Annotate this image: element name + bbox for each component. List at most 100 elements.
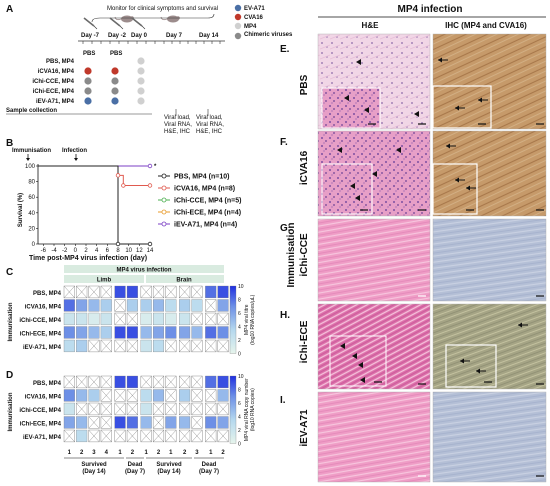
panel-f-letter: F. [280,137,288,148]
heatmap-cell [140,326,152,339]
heatmap-cell-cross [88,429,100,443]
heatmap-cell-cross [205,312,217,326]
arrowhead-marker [356,59,361,65]
collect-day14-1: Viral load, [196,115,223,121]
heatmap-cell [63,402,75,416]
immunisation-annotation: Immunisation [12,148,51,154]
arrowhead-marker [360,377,365,383]
arrow-marker-head [455,105,459,111]
heatmap-cell [63,326,75,339]
significance-star: * [154,164,157,170]
heatmap-cell [191,299,203,312]
group-label: iChi-CCE, MP4 [32,79,74,85]
heatmap-cell-cross [205,389,217,402]
heatmap-row-label: PBS, MP4 [33,291,62,297]
heatmap-cell-cross [88,285,100,299]
group-survived: Survived [81,462,107,468]
schedule-dot [111,97,119,105]
heatmap-cell-cross [140,429,152,443]
collect-day14-3: H&E, IHC [196,129,223,135]
collect-day7-3: H&E, IHC [164,129,191,135]
heatmap-cell [153,312,165,326]
heatmap-cell [63,299,75,312]
heatmap-cell-cross [100,339,112,353]
heatmap-cell [88,389,100,402]
heatmap-d-column-labels: 1 2 3 4 1 2 1 2 1 2 3 1 2 [68,450,226,456]
heatmap-cell-cross [217,429,229,443]
panel-c-title-bar [64,265,224,273]
heatmap-cell [126,299,138,312]
arrowhead-marker [344,95,349,101]
colorbar-tick-label: 10 [238,284,244,290]
x-tick-label: 12 [136,248,143,254]
survival-point [121,183,126,188]
legend-marker [161,173,167,179]
heatmap-cell-cross [88,402,100,416]
heatmap-cell [126,416,138,429]
heatmap-row-label: iChi-ECE, MP4 [20,331,62,337]
histology-side-label: Immunisation [286,222,297,287]
sample-collection-label: Sample collection [6,108,57,114]
heatmap-cell-cross [165,375,177,389]
panel-b: B Immunisation Infection Survival (%) Ti… [6,138,241,262]
heatmap-cell [205,326,217,339]
heatmap-column-label: 2 [157,450,161,456]
colorbar-tick-label: 4 [238,325,241,331]
group-survived-day: (Day 14) [82,469,105,475]
heatmap-cell-cross [191,402,203,416]
x-tick-label: -4 [51,248,57,254]
heatmap-cell [165,416,177,429]
schedule-dot [137,87,145,95]
ihc-inset-icva16 [432,163,478,215]
x-tick-label: -6 [41,248,47,254]
heatmap-cell [76,312,88,326]
x-tick-label: 8 [116,248,120,254]
colorbar-label: MP4 viral RNA copy number [244,378,250,441]
survival-point [147,183,153,188]
survival-xlabel: Time post-MP4 virus infection (day) [29,255,147,262]
panel-h-letter: H. [280,310,290,321]
heatmap-cell [76,339,88,353]
y-tick-label: 40 [28,211,35,217]
arrowhead-marker [350,183,355,189]
heatmap-cell [63,312,75,326]
arrow-marker-head [455,177,459,183]
legend-label: EV-A71 [244,6,265,12]
arrowhead-marker [396,147,401,153]
panel-i-letter: I. [280,395,286,406]
collect-day7-1: Viral load, [164,115,191,121]
heatmap-cell-cross [100,285,112,299]
y-tick-label: 60 [28,195,35,201]
colorbar-tick-label: 8 [238,388,241,394]
heatmap-cell [153,339,165,353]
heatmap-cell [140,416,152,429]
heatmap-row-label: PBS, MP4 [33,381,62,387]
legend-swatch-mp4 [234,22,242,30]
panel-a-letter: A [6,4,13,15]
panel-d-side-label: Immunisation [8,392,14,431]
group-survived: Survived [156,462,182,468]
heatmap-cell [217,326,229,339]
ihc-column-title: IHC (MP4 and CVA16) [445,21,527,30]
ihc-inset-ichi-ece [445,344,497,388]
arrow-marker-head [518,322,522,328]
panel-c: C MP4 virus infection Limb Brain Immunis… [6,265,256,358]
heatmap-cell-cross [153,416,165,429]
x-tick-label: 10 [125,248,132,254]
brain-header: Brain [176,278,192,284]
schedule-dot [84,77,92,85]
heatmap-cell [76,429,88,443]
group-label: iEV-A71, MP4 [36,99,75,105]
arrowhead-marker [340,343,345,349]
row-label-ichi-ece: iChi-ECE [299,320,310,363]
heatmap-column-label: 1 [145,450,149,456]
group-label: iCVA16, MP4 [38,69,75,75]
x-tick-label: 14 [147,248,154,254]
heatmap-cell-cross [126,429,138,443]
heatmap-cell-cross [153,429,165,443]
arrowhead-marker [355,195,360,201]
ihc-inset-pbs [432,85,492,129]
heatmap-cell-cross [100,429,112,443]
heatmap-cell-cross [153,285,165,299]
